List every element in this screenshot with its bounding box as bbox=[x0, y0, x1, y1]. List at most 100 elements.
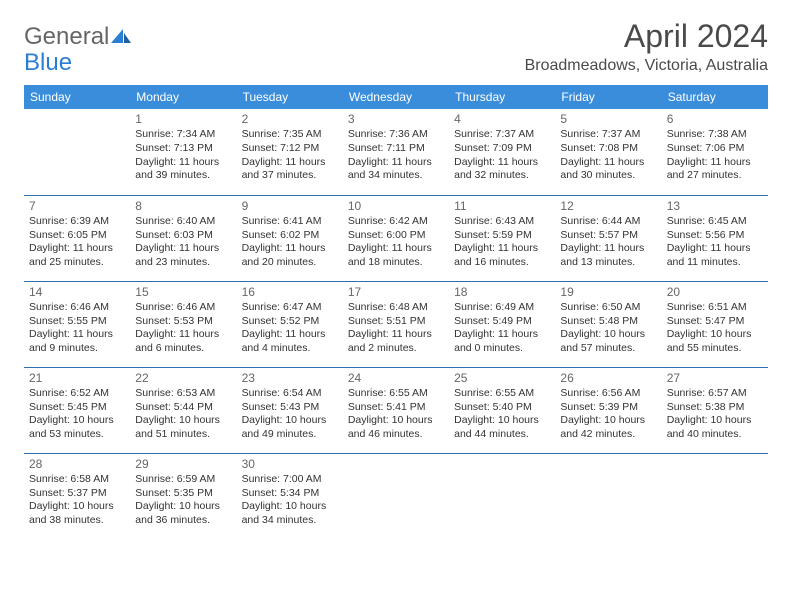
calendar-cell: 7 Sunrise: 6:39 AMSunset: 6:05 PMDaylight… bbox=[24, 195, 130, 281]
day-number: 5 bbox=[560, 112, 656, 126]
day-info: Sunrise: 7:36 AMSunset: 7:11 PMDaylight:… bbox=[348, 128, 444, 183]
calendar-cell: 18 Sunrise: 6:49 AMSunset: 5:49 PMDayligh… bbox=[449, 281, 555, 367]
day-number: 16 bbox=[242, 285, 338, 299]
day-info: Sunrise: 6:56 AMSunset: 5:39 PMDaylight:… bbox=[560, 387, 656, 442]
day-number: 9 bbox=[242, 199, 338, 213]
calendar-week-row: 14 Sunrise: 6:46 AMSunset: 5:55 PMDayligh… bbox=[24, 281, 768, 367]
day-number: 24 bbox=[348, 371, 444, 385]
day-info: Sunrise: 6:58 AMSunset: 5:37 PMDaylight:… bbox=[29, 473, 125, 528]
calendar-week-row: 7 Sunrise: 6:39 AMSunset: 6:05 PMDaylight… bbox=[24, 195, 768, 281]
calendar-cell: 29Sunrise: 6:59 AMSunset: 5:35 PMDayligh… bbox=[130, 453, 236, 539]
calendar-cell: 26 Sunrise: 6:56 AMSunset: 5:39 PMDayligh… bbox=[555, 367, 661, 453]
calendar-cell: 11 Sunrise: 6:43 AMSunset: 5:59 PMDayligh… bbox=[449, 195, 555, 281]
calendar-cell: 25 Sunrise: 6:55 AMSunset: 5:40 PMDayligh… bbox=[449, 367, 555, 453]
calendar-cell: 21 Sunrise: 6:52 AMSunset: 5:45 PMDayligh… bbox=[24, 367, 130, 453]
day-header-fri: Friday bbox=[555, 85, 661, 109]
calendar-cell: 10 Sunrise: 6:42 AMSunset: 6:00 PMDayligh… bbox=[343, 195, 449, 281]
day-number: 26 bbox=[560, 371, 656, 385]
day-number: 18 bbox=[454, 285, 550, 299]
day-info: Sunrise: 6:55 AMSunset: 5:40 PMDaylight:… bbox=[454, 387, 550, 442]
brand-text-1: General bbox=[24, 23, 109, 50]
day-number: 20 bbox=[667, 285, 763, 299]
calendar-cell: 17 Sunrise: 6:48 AMSunset: 5:51 PMDayligh… bbox=[343, 281, 449, 367]
day-number: 7 bbox=[29, 199, 125, 213]
day-header-tue: Tuesday bbox=[237, 85, 343, 109]
calendar-cell bbox=[555, 453, 661, 539]
calendar-cell: 9 Sunrise: 6:41 AMSunset: 6:02 PMDaylight… bbox=[237, 195, 343, 281]
day-info: Sunrise: 6:48 AMSunset: 5:51 PMDaylight:… bbox=[348, 301, 444, 356]
calendar-week-row: 28 Sunrise: 6:58 AMSunset: 5:37 PMDayligh… bbox=[24, 453, 768, 539]
day-number: 28 bbox=[29, 457, 125, 471]
brand-text-2: Blue bbox=[24, 49, 72, 76]
location-text: Broadmeadows, Victoria, Australia bbox=[525, 57, 768, 75]
calendar-cell: 13 Sunrise: 6:45 AMSunset: 5:56 PMDayligh… bbox=[662, 195, 768, 281]
day-number: 15 bbox=[135, 285, 231, 299]
day-number: 14 bbox=[29, 285, 125, 299]
calendar-cell: 12 Sunrise: 6:44 AMSunset: 5:57 PMDayligh… bbox=[555, 195, 661, 281]
day-info: Sunrise: 6:39 AMSunset: 6:05 PMDaylight:… bbox=[29, 215, 125, 270]
day-header-sun: Sunday bbox=[24, 85, 130, 109]
calendar-cell: 1 Sunrise: 7:34 AMSunset: 7:13 PMDaylight… bbox=[130, 109, 236, 195]
day-info: Sunrise: 6:52 AMSunset: 5:45 PMDaylight:… bbox=[29, 387, 125, 442]
calendar-cell: 14 Sunrise: 6:46 AMSunset: 5:55 PMDayligh… bbox=[24, 281, 130, 367]
day-info: Sunrise: 6:49 AMSunset: 5:49 PMDaylight:… bbox=[454, 301, 550, 356]
calendar-cell: 2Sunrise: 7:35 AMSunset: 7:12 PMDaylight… bbox=[237, 109, 343, 195]
day-number: 3 bbox=[348, 112, 444, 126]
day-info: Sunrise: 7:00 AMSunset: 5:34 PMDaylight:… bbox=[242, 473, 338, 528]
day-header-row: Sunday Monday Tuesday Wednesday Thursday… bbox=[24, 85, 768, 109]
day-number: 25 bbox=[454, 371, 550, 385]
day-number: 29 bbox=[135, 457, 231, 471]
day-number: 1 bbox=[135, 112, 231, 126]
calendar-cell bbox=[343, 453, 449, 539]
calendar-cell: 5Sunrise: 7:37 AMSunset: 7:08 PMDaylight… bbox=[555, 109, 661, 195]
calendar-cell: 8Sunrise: 6:40 AMSunset: 6:03 PMDaylight… bbox=[130, 195, 236, 281]
calendar-cell: 16 Sunrise: 6:47 AMSunset: 5:52 PMDayligh… bbox=[237, 281, 343, 367]
day-number: 23 bbox=[242, 371, 338, 385]
month-title: April 2024 bbox=[525, 18, 768, 55]
day-info: Sunrise: 6:51 AMSunset: 5:47 PMDaylight:… bbox=[667, 301, 763, 356]
day-number: 30 bbox=[242, 457, 338, 471]
calendar-cell: 20 Sunrise: 6:51 AMSunset: 5:47 PMDayligh… bbox=[662, 281, 768, 367]
day-number: 11 bbox=[454, 199, 550, 213]
logo-sail-icon bbox=[111, 25, 133, 50]
day-number: 10 bbox=[348, 199, 444, 213]
day-info: Sunrise: 6:50 AMSunset: 5:48 PMDaylight:… bbox=[560, 301, 656, 356]
day-info: Sunrise: 7:38 AMSunset: 7:06 PMDaylight:… bbox=[667, 128, 763, 183]
day-info: Sunrise: 6:53 AMSunset: 5:44 PMDaylight:… bbox=[135, 387, 231, 442]
calendar-cell: 3 Sunrise: 7:36 AMSunset: 7:11 PMDaylight… bbox=[343, 109, 449, 195]
day-info: Sunrise: 6:45 AMSunset: 5:56 PMDaylight:… bbox=[667, 215, 763, 270]
day-number: 21 bbox=[29, 371, 125, 385]
calendar-cell: 15Sunrise: 6:46 AMSunset: 5:53 PMDayligh… bbox=[130, 281, 236, 367]
calendar-cell: 22Sunrise: 6:53 AMSunset: 5:44 PMDayligh… bbox=[130, 367, 236, 453]
day-info: Sunrise: 6:46 AMSunset: 5:55 PMDaylight:… bbox=[29, 301, 125, 356]
calendar-cell: 6Sunrise: 7:38 AMSunset: 7:06 PMDaylight… bbox=[662, 109, 768, 195]
day-info: Sunrise: 6:57 AMSunset: 5:38 PMDaylight:… bbox=[667, 387, 763, 442]
day-info: Sunrise: 7:34 AMSunset: 7:13 PMDaylight:… bbox=[135, 128, 231, 183]
day-header-wed: Wednesday bbox=[343, 85, 449, 109]
calendar-cell: 23 Sunrise: 6:54 AMSunset: 5:43 PMDayligh… bbox=[237, 367, 343, 453]
day-info: Sunrise: 6:54 AMSunset: 5:43 PMDaylight:… bbox=[242, 387, 338, 442]
day-number: 2 bbox=[242, 112, 338, 126]
calendar-cell: 28 Sunrise: 6:58 AMSunset: 5:37 PMDayligh… bbox=[24, 453, 130, 539]
day-info: Sunrise: 6:42 AMSunset: 6:00 PMDaylight:… bbox=[348, 215, 444, 270]
day-info: Sunrise: 6:43 AMSunset: 5:59 PMDaylight:… bbox=[454, 215, 550, 270]
calendar-cell: 19Sunrise: 6:50 AMSunset: 5:48 PMDayligh… bbox=[555, 281, 661, 367]
day-number: 17 bbox=[348, 285, 444, 299]
calendar-cell bbox=[449, 453, 555, 539]
day-info: Sunrise: 6:55 AMSunset: 5:41 PMDaylight:… bbox=[348, 387, 444, 442]
day-info: Sunrise: 6:41 AMSunset: 6:02 PMDaylight:… bbox=[242, 215, 338, 270]
day-info: Sunrise: 6:47 AMSunset: 5:52 PMDaylight:… bbox=[242, 301, 338, 356]
calendar-cell: 27 Sunrise: 6:57 AMSunset: 5:38 PMDayligh… bbox=[662, 367, 768, 453]
brand-logo: GeneralBlue bbox=[24, 24, 131, 75]
day-number: 27 bbox=[667, 371, 763, 385]
day-info: Sunrise: 6:44 AMSunset: 5:57 PMDaylight:… bbox=[560, 215, 656, 270]
calendar-body: 1 Sunrise: 7:34 AMSunset: 7:13 PMDaylight… bbox=[24, 109, 768, 539]
calendar-table: Sunday Monday Tuesday Wednesday Thursday… bbox=[24, 85, 768, 539]
calendar-week-row: 21 Sunrise: 6:52 AMSunset: 5:45 PMDayligh… bbox=[24, 367, 768, 453]
calendar-cell: 24 Sunrise: 6:55 AMSunset: 5:41 PMDayligh… bbox=[343, 367, 449, 453]
calendar-cell bbox=[24, 109, 130, 195]
day-number: 12 bbox=[560, 199, 656, 213]
calendar-cell: 30 Sunrise: 7:00 AMSunset: 5:34 PMDayligh… bbox=[237, 453, 343, 539]
day-header-sat: Saturday bbox=[662, 85, 768, 109]
day-number: 13 bbox=[667, 199, 763, 213]
